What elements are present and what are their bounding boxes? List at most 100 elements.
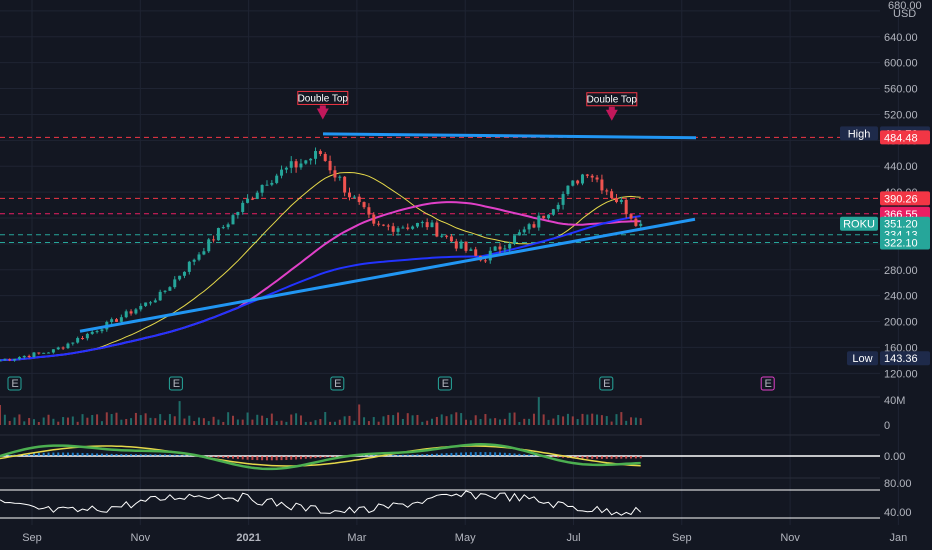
candle-body bbox=[158, 291, 162, 301]
volume-bar bbox=[348, 415, 351, 425]
macd-histogram-bar bbox=[134, 454, 137, 456]
volume-bar bbox=[241, 419, 244, 425]
macd-histogram-bar bbox=[149, 454, 152, 456]
candle-body bbox=[391, 226, 395, 232]
candle-body bbox=[37, 352, 41, 354]
time-tick-label: Sep bbox=[672, 532, 692, 544]
volume-bar bbox=[275, 421, 278, 425]
candle-body bbox=[517, 232, 521, 236]
earnings-box bbox=[437, 376, 452, 391]
macd-histogram-bar bbox=[600, 456, 603, 459]
candle-body bbox=[148, 302, 152, 304]
volume-bar bbox=[3, 414, 6, 425]
macd-histogram-bar bbox=[615, 456, 618, 459]
candle-body bbox=[425, 222, 429, 228]
candle-body bbox=[207, 239, 211, 252]
macd-histogram-bar bbox=[508, 453, 511, 456]
volume-bar bbox=[605, 416, 608, 425]
volume-bar bbox=[416, 414, 419, 425]
macd-histogram-bar bbox=[207, 456, 210, 457]
volume-bar bbox=[625, 420, 628, 425]
macd-histogram-bar bbox=[256, 456, 259, 461]
macd-histogram-bar bbox=[236, 456, 239, 460]
candle-body bbox=[8, 359, 12, 361]
macd-histogram-bar bbox=[552, 456, 555, 457]
macd-histogram-bar bbox=[71, 452, 74, 456]
volume-bar bbox=[139, 415, 142, 425]
candle-body bbox=[187, 261, 191, 272]
currency-label: USD bbox=[893, 8, 916, 20]
candle-body bbox=[32, 352, 36, 357]
candle-body bbox=[260, 184, 264, 193]
macd-histogram-bar bbox=[464, 452, 467, 456]
candle-body bbox=[236, 211, 240, 216]
candle-body bbox=[435, 222, 439, 237]
candle-body bbox=[445, 235, 449, 237]
candle-body bbox=[182, 271, 186, 276]
price-badge-value: 484.48 bbox=[884, 132, 918, 144]
volume-bar bbox=[494, 418, 497, 425]
macd-histogram-bar bbox=[100, 453, 103, 456]
time-tick-label: Mar bbox=[347, 532, 366, 544]
rsi-panel: 80.00 40.00 bbox=[0, 477, 912, 519]
volume-bar bbox=[406, 413, 409, 425]
candle-body bbox=[430, 222, 434, 228]
candle-body bbox=[168, 287, 172, 291]
candle-body bbox=[372, 214, 376, 224]
volume-bar bbox=[42, 417, 45, 425]
macd-histogram-bar bbox=[625, 456, 628, 459]
candle-body bbox=[129, 311, 133, 314]
volume-bar bbox=[484, 414, 487, 425]
macd-histogram-bar bbox=[139, 454, 142, 456]
macd-histogram-bar bbox=[154, 454, 157, 456]
volume-bar bbox=[130, 418, 133, 425]
volume-bar bbox=[227, 412, 230, 425]
macd-histogram-bar bbox=[484, 452, 487, 456]
volume-tick-label: 40M bbox=[884, 395, 905, 407]
volume-bar bbox=[586, 414, 589, 425]
macd-histogram-bar bbox=[168, 454, 171, 456]
macd-histogram-bar bbox=[32, 453, 35, 456]
earnings-box bbox=[599, 376, 614, 391]
candle-body bbox=[318, 151, 322, 155]
price-axis-top-label: 680.00 bbox=[888, 0, 922, 12]
macd-histogram-bar bbox=[304, 456, 307, 459]
candle-body bbox=[566, 185, 570, 195]
candle-body bbox=[95, 331, 99, 333]
macd-histogram-bar bbox=[634, 456, 637, 459]
macd-signal-line bbox=[0, 445, 641, 467]
volume-bar bbox=[571, 416, 574, 425]
candle-body bbox=[522, 229, 526, 233]
macd-histogram-bar bbox=[445, 453, 448, 456]
price-badge-value: 143.36 bbox=[884, 353, 918, 365]
macd-histogram-bar bbox=[299, 456, 302, 460]
macd-histogram-bar bbox=[188, 455, 191, 456]
macd-histogram-bar bbox=[489, 452, 492, 456]
candle-body bbox=[192, 259, 196, 262]
candle-body bbox=[542, 215, 546, 219]
earnings-label: E bbox=[173, 378, 180, 390]
price-badge-tag-label: High bbox=[848, 128, 871, 140]
volume-bar bbox=[401, 418, 404, 425]
macd-histogram-bar bbox=[591, 456, 594, 459]
candle-body bbox=[284, 167, 288, 170]
macd-histogram-bar bbox=[261, 456, 264, 461]
volume-bar bbox=[440, 414, 443, 425]
volume-bar bbox=[333, 421, 336, 425]
price-tick-label: 240.00 bbox=[884, 291, 918, 303]
volume-bar bbox=[81, 414, 84, 425]
candle-body bbox=[197, 254, 201, 260]
candle-body bbox=[537, 215, 541, 228]
volume-bar bbox=[382, 416, 385, 425]
price-tick-label: 640.00 bbox=[884, 32, 918, 44]
volume-bar bbox=[295, 413, 298, 425]
candle-body bbox=[454, 241, 458, 249]
volume-bar bbox=[532, 413, 535, 425]
volume-bar bbox=[207, 421, 210, 425]
price-badge bbox=[880, 235, 930, 250]
macd-histogram-bar bbox=[610, 456, 613, 459]
candle-body bbox=[13, 358, 17, 361]
annotations: Double Top Double Top bbox=[297, 90, 637, 121]
volume-bar bbox=[431, 418, 434, 425]
